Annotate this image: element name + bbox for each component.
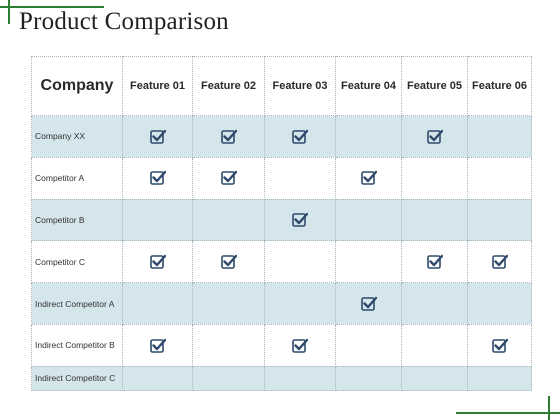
feature-cell (264, 115, 336, 158)
feature-cell (401, 156, 468, 200)
feature-cell (401, 115, 468, 158)
feature-cell (192, 156, 265, 200)
corner-accent-top-vertical (8, 0, 10, 24)
feature-cell (401, 198, 468, 242)
feature-column-header: Feature 06 (467, 56, 532, 116)
feature-cell (467, 282, 532, 325)
feature-cell (264, 365, 336, 392)
feature-cell (264, 282, 336, 325)
feature-cell (467, 115, 532, 158)
feature-column-header: Feature 02 (192, 56, 265, 116)
feature-cell (192, 115, 265, 158)
row-label: Company XX (31, 115, 123, 158)
feature-cell (401, 282, 468, 325)
table-header-row: Company Feature 01 Feature 02 Feature 03… (31, 56, 532, 116)
feature-cell (122, 115, 193, 158)
comparison-table: Company Feature 01 Feature 02 Feature 03… (31, 56, 532, 392)
feature-cell (192, 323, 265, 367)
feature-cell (335, 282, 402, 325)
feature-cell (467, 198, 532, 242)
table-row: Indirect Competitor C (31, 365, 532, 392)
checkbox-checked-icon (491, 254, 508, 269)
feature-cell (122, 323, 193, 367)
feature-cell (264, 323, 336, 367)
feature-cell (192, 365, 265, 392)
checkbox-checked-icon (149, 170, 166, 186)
feature-cell (264, 156, 336, 200)
feature-cell (122, 240, 193, 284)
feature-cell (122, 198, 193, 242)
feature-column-header: Feature 03 (264, 56, 336, 116)
feature-column-header: Feature 05 (401, 56, 468, 116)
table-row: Company XX (31, 115, 532, 158)
feature-column-header: Feature 01 (122, 56, 193, 116)
checkbox-checked-icon (426, 129, 443, 144)
feature-cell (335, 156, 402, 200)
feature-cell (401, 323, 468, 367)
feature-cell (467, 365, 532, 392)
table-row: Competitor C (31, 240, 532, 284)
table-row: Indirect Competitor B (31, 323, 532, 367)
checkbox-checked-icon (491, 338, 508, 353)
feature-cell (192, 240, 265, 284)
feature-cell (401, 365, 468, 392)
checkbox-checked-icon (149, 338, 166, 353)
checkbox-checked-icon (292, 338, 309, 353)
checkbox-checked-icon (220, 129, 237, 144)
table-body: Company XX Competitor A Competitor B Compet… (31, 115, 532, 392)
feature-cell (122, 365, 193, 392)
checkbox-checked-icon (360, 170, 377, 186)
corner-accent-bottom-vertical (548, 396, 550, 420)
comparison-table-container: Company Feature 01 Feature 02 Feature 03… (31, 56, 532, 392)
page-title: Product Comparison (19, 8, 229, 35)
feature-cell (264, 240, 336, 284)
row-label: Competitor C (31, 240, 123, 284)
row-label: Indirect Competitor B (31, 323, 123, 367)
feature-cell (335, 365, 402, 392)
checkbox-checked-icon (292, 212, 309, 228)
feature-cell (122, 282, 193, 325)
feature-cell (335, 323, 402, 367)
corner-accent-bottom-horizontal (456, 412, 560, 414)
feature-cell (122, 156, 193, 200)
table-row: Competitor A (31, 156, 532, 200)
feature-cell (467, 240, 532, 284)
checkbox-checked-icon (220, 254, 237, 269)
row-label: Indirect Competitor C (31, 365, 123, 392)
feature-cell (467, 323, 532, 367)
feature-cell (335, 115, 402, 158)
corner-accent-top-horizontal (0, 6, 104, 8)
table-row: Competitor B (31, 198, 532, 242)
checkbox-checked-icon (360, 296, 377, 311)
checkbox-checked-icon (292, 129, 309, 144)
table-row: Indirect Competitor A (31, 282, 532, 325)
row-label: Indirect Competitor A (31, 282, 123, 325)
row-label: Competitor B (31, 198, 123, 242)
feature-cell (401, 240, 468, 284)
feature-cell (467, 156, 532, 200)
checkbox-checked-icon (149, 254, 166, 269)
feature-cell (192, 282, 265, 325)
feature-cell (335, 198, 402, 242)
checkbox-checked-icon (426, 254, 443, 269)
row-label: Competitor A (31, 156, 123, 200)
feature-column-header: Feature 04 (335, 56, 402, 116)
feature-cell (335, 240, 402, 284)
company-column-header: Company (31, 56, 123, 116)
checkbox-checked-icon (220, 170, 237, 186)
feature-cell (264, 198, 336, 242)
feature-cell (192, 198, 265, 242)
checkbox-checked-icon (149, 129, 166, 144)
